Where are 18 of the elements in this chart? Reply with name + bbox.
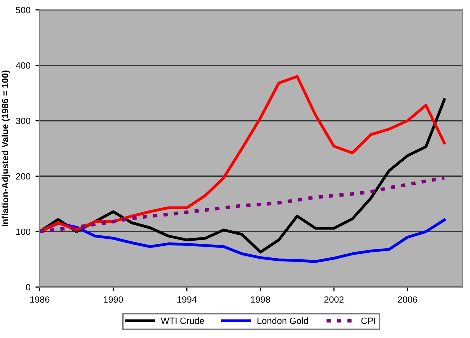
legend-label: WTI Crude: [161, 318, 204, 324]
y-tick-label: 100: [16, 228, 31, 236]
line-series: [40, 176, 446, 234]
legend-label: CPI: [362, 318, 376, 324]
y-tick-label: 300: [16, 118, 31, 124]
legend-label: London Gold: [258, 318, 308, 324]
y-tick-label: 400: [16, 62, 31, 69]
line-series: [40, 75, 446, 234]
x-tick-label: 1994: [178, 296, 197, 303]
y-tick-label: 200: [16, 173, 31, 180]
x-tick-label: 1986: [30, 296, 50, 303]
y-tick-label: 500: [16, 7, 31, 14]
x-tick-label: 2002: [324, 296, 344, 303]
x-tick-label: 1990: [104, 296, 124, 303]
y-axis-title: Inflation-Adjusted Value (1986 = 100): [2, 70, 10, 226]
x-tick-label: 1998: [251, 296, 270, 303]
y-tick-label: 0: [26, 284, 31, 291]
x-tick-label: 2006: [398, 296, 418, 303]
